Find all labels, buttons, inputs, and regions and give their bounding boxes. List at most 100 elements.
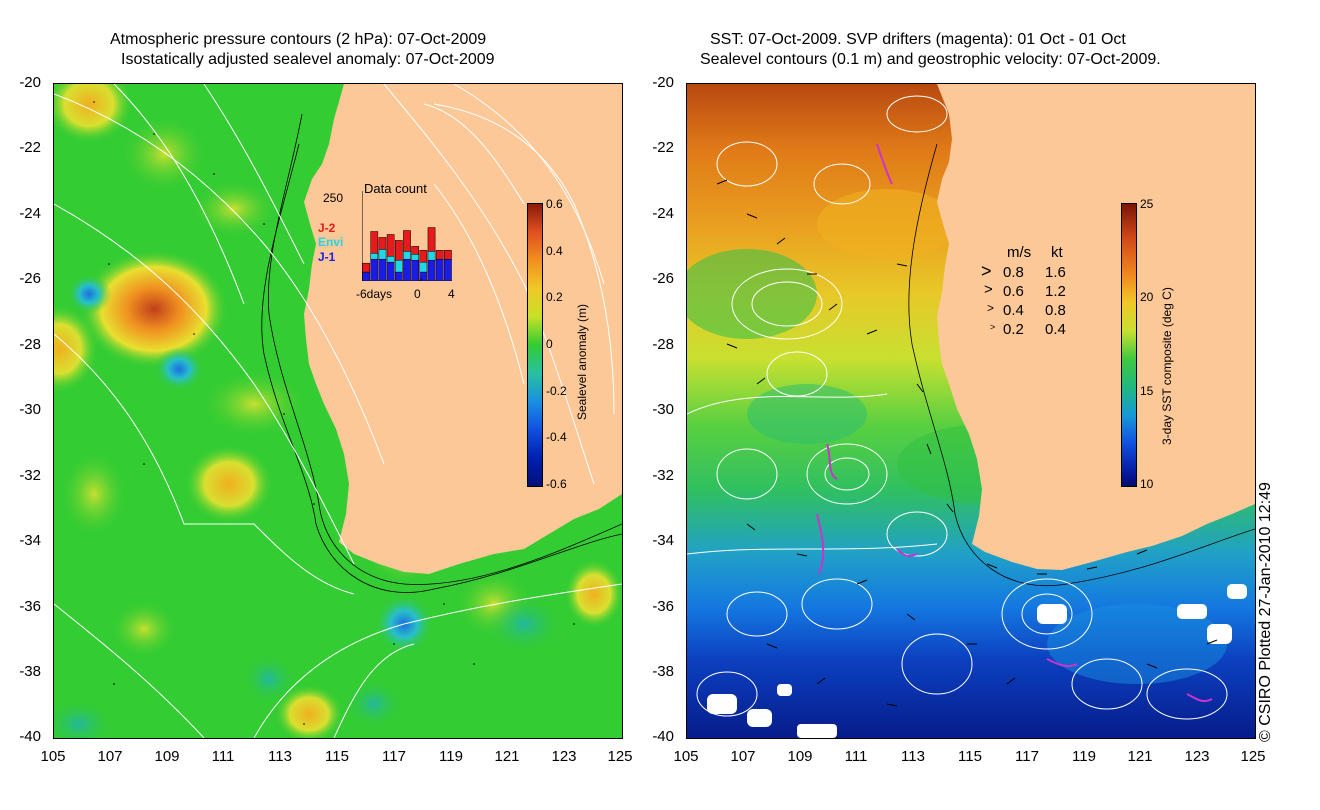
legend-header-ms: m/s xyxy=(1007,244,1032,261)
inset-bar-j1 xyxy=(435,258,444,281)
right-map: m/s kt > 0.8 1.6 > 0.6 1.2 > 0.4 0.8 > 0… xyxy=(686,83,1256,739)
legend-ms-1: 0.6 xyxy=(1003,283,1024,300)
left-colorbar-label: Sealevel anomaly (m) xyxy=(575,303,589,420)
left-cb-tick-6: -0.6 xyxy=(546,477,567,491)
legend-ms-3: 0.2 xyxy=(1003,321,1024,338)
left-cb-tick-0: 0.6 xyxy=(546,197,563,211)
inset-bar-j1 xyxy=(386,261,395,281)
legend-kt-3: 0.4 xyxy=(1045,321,1066,338)
right-xtick: 105 xyxy=(673,748,699,765)
right-xtick: 119 xyxy=(1072,748,1096,765)
left-xtick: 119 xyxy=(439,748,463,765)
inset-bar-j2 xyxy=(378,237,387,250)
left-ytick: -36 xyxy=(19,598,41,615)
inset-bar-j1 xyxy=(444,258,452,281)
right-cb-tick-3: 10 xyxy=(1140,477,1154,491)
inset-x-right: 4 xyxy=(448,287,455,301)
left-cb-tick-4: -0.2 xyxy=(546,384,567,398)
right-colorbar-label: 3-day SST composite (deg C) xyxy=(1160,287,1174,445)
inset-bar-j1 xyxy=(370,258,379,281)
inset-bar-envi xyxy=(403,251,411,260)
inset-bar-envi xyxy=(419,261,428,273)
legend-ms-2: 0.4 xyxy=(1003,302,1024,319)
right-ytick: -28 xyxy=(652,336,674,353)
left-xtick: 113 xyxy=(268,748,292,765)
right-cb-tick-0: 25 xyxy=(1140,197,1154,211)
right-ytick: -26 xyxy=(652,270,674,287)
left-colorbar xyxy=(527,203,543,487)
right-xtick: 111 xyxy=(844,748,868,765)
left-ytick: -24 xyxy=(19,205,41,222)
left-ytick: -32 xyxy=(19,467,41,484)
inset-bar-j2 xyxy=(403,230,411,252)
left-xtick: 121 xyxy=(494,748,520,765)
left-ytick: -28 xyxy=(19,336,41,353)
right-xtick: 121 xyxy=(1127,748,1153,765)
left-xtick: 117 xyxy=(382,748,406,765)
legend-arrow-3: > xyxy=(990,322,996,332)
left-title-line2: Isostatically adjusted sealevel anomaly:… xyxy=(121,51,495,68)
right-ytick: -20 xyxy=(652,74,674,91)
inset-bar-envi xyxy=(394,259,403,273)
left-xtick: 125 xyxy=(607,748,633,765)
right-ytick: -24 xyxy=(652,205,674,222)
credit-text: © CSIRO Plotted 27-Jan-2010 12:49 xyxy=(1257,482,1274,742)
left-title-line1: Atmospheric pressure contours (2 hPa): 0… xyxy=(110,31,487,48)
left-ytick: -30 xyxy=(19,401,41,418)
left-cb-tick-5: -0.4 xyxy=(546,430,567,444)
left-xtick: 111 xyxy=(211,748,235,765)
right-cb-tick-2: 15 xyxy=(1140,384,1154,398)
inset-bar-j1 xyxy=(394,271,403,281)
inset-bar-envi xyxy=(427,251,436,261)
left-cb-tick-3: 0 xyxy=(546,337,553,351)
legend-envi: Envi xyxy=(318,235,344,249)
legend-kt-0: 1.6 xyxy=(1045,264,1066,281)
right-xtick: 117 xyxy=(1015,748,1039,765)
right-cb-tick-1: 20 xyxy=(1140,290,1154,304)
right-xtick: 109 xyxy=(787,748,813,765)
legend-arrow-0: > xyxy=(981,261,992,281)
left-xtick: 105 xyxy=(40,748,66,765)
right-ytick: -22 xyxy=(652,139,674,156)
legend-arrow-2: > xyxy=(987,301,995,315)
inset-bar-j1 xyxy=(362,271,370,281)
legend-kt-1: 1.2 xyxy=(1045,283,1066,300)
legend-kt-2: 0.8 xyxy=(1045,302,1066,319)
legend-arrow-1: > xyxy=(984,281,993,298)
left-cb-tick-1: 0.4 xyxy=(546,244,563,258)
inset-title: Data count xyxy=(364,181,427,196)
inset-bar-j1 xyxy=(403,258,411,281)
inset-bar-j2 xyxy=(444,250,452,260)
right-ytick: -38 xyxy=(652,663,674,680)
left-xtick: 115 xyxy=(325,748,349,765)
velocity-legend: m/s kt > 0.8 1.6 > 0.6 1.2 > 0.4 0.8 > 0… xyxy=(981,244,1101,354)
left-xtick: 107 xyxy=(97,748,123,765)
right-ytick: -30 xyxy=(652,401,674,418)
legend-header-kt: kt xyxy=(1051,244,1063,261)
inset-bar-envi xyxy=(370,253,379,260)
land-mass xyxy=(937,84,1255,570)
inset-bar-j1 xyxy=(378,258,387,281)
inset-bar-j1 xyxy=(411,259,420,281)
right-colorbar xyxy=(1121,203,1137,487)
inset-bar-j1 xyxy=(427,259,436,281)
right-ytick: -36 xyxy=(652,598,674,615)
left-ytick: -26 xyxy=(19,270,41,287)
inset-bar-j2 xyxy=(362,262,370,273)
inset-bar-j2 xyxy=(394,240,403,261)
right-title-line1: SST: 07-Oct-2009. SVP drifters (magenta)… xyxy=(710,31,1126,48)
right-ytick: -32 xyxy=(652,467,674,484)
inset-x-mid: 0 xyxy=(414,287,421,301)
right-xtick: 125 xyxy=(1240,748,1266,765)
inset-bar-envi xyxy=(411,254,420,261)
right-xtick: 113 xyxy=(901,748,925,765)
legend-ms-0: 0.8 xyxy=(1003,264,1024,281)
inset-bar-j2 xyxy=(435,250,444,260)
right-map-svg xyxy=(687,84,1255,738)
legend-j2: J-2 xyxy=(318,221,336,235)
left-ytick: -22 xyxy=(19,139,41,156)
inset-bar-j2 xyxy=(370,231,379,254)
right-xtick: 115 xyxy=(958,748,982,765)
inset-bar-j2 xyxy=(386,234,395,257)
inset-bar-j2 xyxy=(411,246,420,255)
